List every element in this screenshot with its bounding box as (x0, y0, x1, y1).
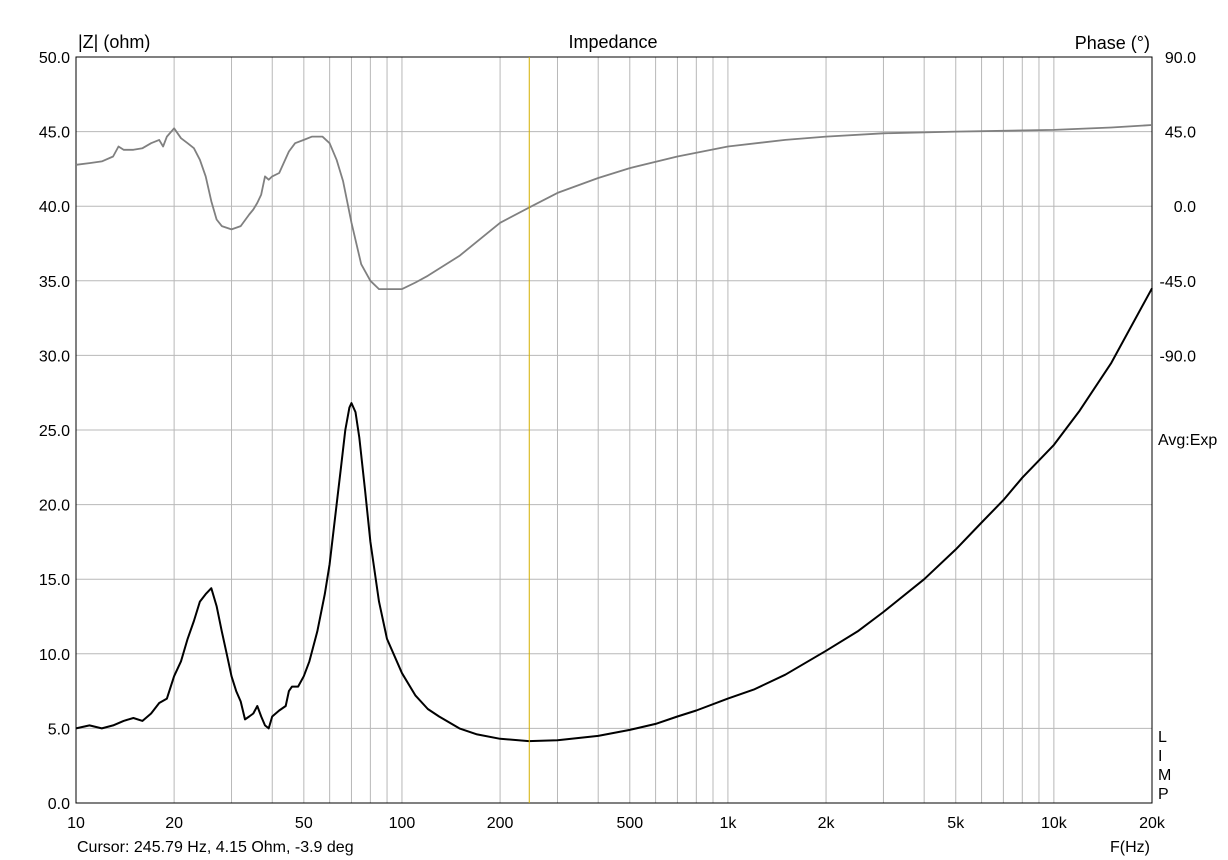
side-letter-label: M (1158, 767, 1171, 784)
x-tick-label: 50 (295, 815, 313, 832)
plot-frame (75, 56, 1153, 804)
x-tick-label: 500 (616, 815, 643, 832)
y-right-tick-label: 90.0 (1165, 50, 1196, 67)
y-right-tick-label: 0.0 (1174, 199, 1196, 216)
y-left-tick-label: 40.0 (39, 199, 70, 216)
phase-curve (75, 124, 1153, 290)
y-left-axis-label: |Z| (ohm) (78, 32, 150, 52)
y-left-tick-label: 25.0 (39, 423, 70, 440)
y-left-tick-label: 35.0 (39, 274, 70, 291)
axis-labels: 0.0 5.0 10.0 15.0 20.0 25.0 30.0 35.0 40.0 45.0 50… (39, 50, 1196, 832)
x-tick-label: 100 (389, 815, 416, 832)
y-left-tick-label: 5.0 (48, 721, 70, 738)
average-mode-label: Avg:Exp (1158, 432, 1217, 449)
side-letter-label: I (1158, 748, 1162, 765)
x-axis-label: F(Hz) (1110, 839, 1150, 856)
cursor-readout: Cursor: 245.79 Hz, 4.15 Ohm, -3.9 deg (77, 839, 354, 856)
y-left-tick-label: 15.0 (39, 572, 70, 589)
y-right-axis-label: Phase (°) (1075, 33, 1150, 53)
x-tick-label: 10 (67, 815, 85, 832)
x-tick-label: 1k (719, 815, 737, 832)
chart-title: Impedance (568, 32, 657, 52)
x-tick-label: 5k (947, 815, 965, 832)
side-letter-label: P (1158, 786, 1169, 803)
y-left-tick-label: 10.0 (39, 647, 70, 664)
y-left-tick-label: 20.0 (39, 498, 70, 515)
y-left-tick-label: 50.0 (39, 50, 70, 67)
y-left-tick-label: 45.0 (39, 125, 70, 142)
x-tick-label: 10k (1041, 815, 1068, 832)
y-right-tick-label: 45.0 (1165, 125, 1196, 142)
x-tick-label: 20k (1139, 815, 1166, 832)
grid-lines (75, 56, 1153, 804)
x-tick-label: 2k (818, 815, 836, 832)
x-tick-label: 200 (487, 815, 514, 832)
series-layer (75, 124, 1153, 743)
impedance-curve (75, 287, 1153, 743)
side-letter-label: L (1158, 729, 1167, 746)
y-right-tick-label: -90.0 (1160, 348, 1197, 365)
y-right-tick-label: -45.0 (1160, 274, 1197, 291)
x-tick-label: 20 (165, 815, 183, 832)
y-left-tick-label: 0.0 (48, 796, 70, 813)
y-left-tick-label: 30.0 (39, 348, 70, 365)
